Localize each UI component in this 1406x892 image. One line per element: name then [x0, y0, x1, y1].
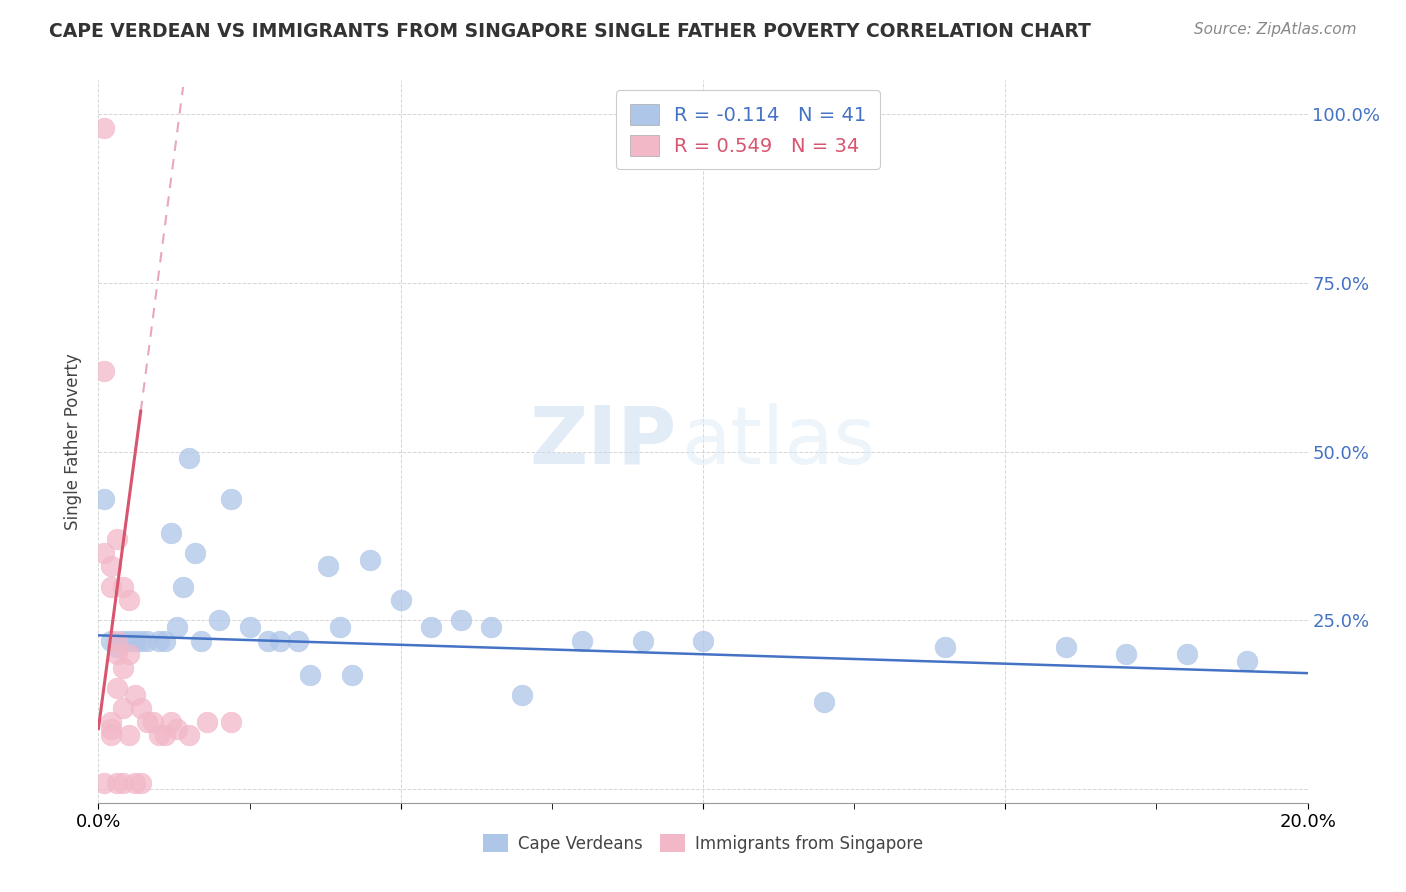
- Point: [105, 775, 128, 789]
- Point: [153, 728, 176, 742]
- Text: ZIP: ZIP: [529, 402, 676, 481]
- Point: [129, 701, 152, 715]
- Point: [129, 775, 152, 789]
- Point: [93, 364, 115, 378]
- Point: [124, 775, 146, 789]
- Point: [1054, 640, 1077, 655]
- Point: [256, 633, 278, 648]
- Point: [934, 640, 956, 655]
- Point: [420, 620, 443, 634]
- Point: [190, 633, 212, 648]
- Point: [342, 667, 364, 681]
- Point: [111, 580, 134, 594]
- Y-axis label: Single Father Poverty: Single Father Poverty: [65, 353, 83, 530]
- Point: [100, 728, 122, 742]
- Point: [1236, 654, 1258, 668]
- Point: [153, 633, 176, 648]
- Text: atlas: atlas: [682, 402, 876, 481]
- Point: [111, 701, 134, 715]
- Point: [692, 633, 714, 648]
- Point: [100, 714, 122, 729]
- Point: [93, 491, 115, 506]
- Point: [208, 614, 231, 628]
- Point: [1115, 647, 1137, 661]
- Point: [124, 633, 146, 648]
- Point: [813, 694, 835, 708]
- Point: [100, 722, 122, 736]
- Point: [124, 688, 146, 702]
- Point: [299, 667, 322, 681]
- Point: [135, 714, 157, 729]
- Point: [172, 580, 194, 594]
- Point: [510, 688, 533, 702]
- Point: [100, 580, 122, 594]
- Point: [221, 491, 243, 506]
- Point: [111, 775, 134, 789]
- Point: [118, 593, 141, 607]
- Point: [571, 633, 593, 648]
- Point: [184, 546, 207, 560]
- Point: [166, 722, 188, 736]
- Point: [221, 714, 243, 729]
- Point: [195, 714, 218, 729]
- Point: [105, 533, 128, 547]
- Point: [450, 614, 472, 628]
- Point: [360, 552, 382, 566]
- Point: [316, 559, 339, 574]
- Point: [118, 647, 141, 661]
- Point: [631, 633, 654, 648]
- Text: Source: ZipAtlas.com: Source: ZipAtlas.com: [1194, 22, 1357, 37]
- Point: [111, 661, 134, 675]
- Point: [105, 633, 128, 648]
- Point: [389, 593, 412, 607]
- Point: [179, 728, 201, 742]
- Point: [105, 647, 128, 661]
- Point: [160, 525, 183, 540]
- Legend: Cape Verdeans, Immigrants from Singapore: Cape Verdeans, Immigrants from Singapore: [477, 828, 929, 860]
- Point: [329, 620, 352, 634]
- Point: [160, 714, 183, 729]
- Point: [118, 633, 141, 648]
- Point: [93, 546, 115, 560]
- Point: [93, 775, 115, 789]
- Text: CAPE VERDEAN VS IMMIGRANTS FROM SINGAPORE SINGLE FATHER POVERTY CORRELATION CHAR: CAPE VERDEAN VS IMMIGRANTS FROM SINGAPOR…: [49, 22, 1091, 41]
- Point: [111, 633, 134, 648]
- Point: [100, 559, 122, 574]
- Point: [1175, 647, 1198, 661]
- Point: [129, 633, 152, 648]
- Point: [148, 633, 170, 648]
- Point: [118, 728, 141, 742]
- Point: [142, 714, 165, 729]
- Point: [179, 451, 201, 466]
- Point: [287, 633, 309, 648]
- Point: [135, 633, 157, 648]
- Point: [148, 728, 170, 742]
- Point: [166, 620, 188, 634]
- Point: [105, 640, 128, 655]
- Point: [93, 120, 115, 135]
- Point: [100, 633, 122, 648]
- Point: [269, 633, 291, 648]
- Point: [481, 620, 503, 634]
- Point: [239, 620, 262, 634]
- Point: [105, 681, 128, 695]
